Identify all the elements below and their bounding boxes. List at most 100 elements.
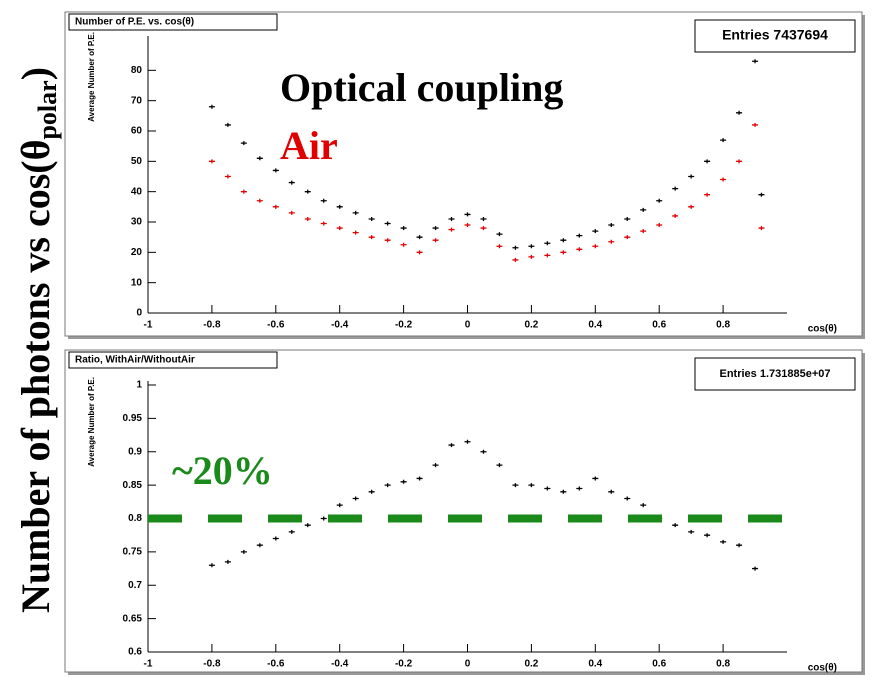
data-point (464, 439, 471, 444)
data-point (352, 210, 359, 215)
data-point (352, 496, 359, 501)
data-point (304, 189, 311, 194)
data-point (640, 503, 647, 508)
data-point (480, 449, 487, 454)
data-point (448, 216, 455, 221)
y-tick-label: 0.9 (128, 446, 142, 457)
y-tick-label: 0.8 (128, 513, 142, 524)
data-point (256, 156, 263, 161)
data-point (576, 233, 583, 238)
data-point (464, 223, 471, 228)
data-point (304, 523, 311, 528)
data-point (400, 479, 407, 484)
data-point (688, 529, 695, 534)
data-point (672, 523, 679, 528)
x-tick-label: 0.2 (524, 659, 538, 670)
x-tick-label: -0.6 (267, 659, 285, 670)
data-point (208, 104, 215, 109)
x-tick-label: 0.4 (588, 659, 602, 670)
data-point (384, 221, 391, 226)
data-point (544, 253, 551, 258)
data-point (288, 210, 295, 215)
data-point (416, 250, 423, 255)
data-point (208, 159, 215, 164)
data-point (208, 563, 215, 568)
x-tick-label: 0.2 (524, 320, 538, 331)
data-point (544, 241, 551, 246)
data-point (624, 496, 631, 501)
data-point (448, 227, 455, 232)
stats-text: Entries 7437694 (722, 27, 828, 43)
title-box (68, 351, 278, 369)
x-tick-label: 0 (465, 659, 471, 670)
x-tick-label: 0.6 (652, 659, 666, 670)
data-point (416, 235, 423, 240)
data-point (560, 238, 567, 243)
x-tick-label: 0.4 (588, 320, 602, 331)
data-point (240, 189, 247, 194)
data-point (288, 529, 295, 534)
data-point (704, 192, 711, 197)
x-axis-label: cos(θ) (808, 663, 837, 674)
x-tick-label: -0.8 (203, 320, 221, 331)
data-point (608, 489, 615, 494)
data-point (672, 213, 679, 218)
data-point (400, 242, 407, 247)
data-point (240, 141, 247, 146)
data-point (272, 204, 279, 209)
data-point (288, 180, 295, 185)
data-point (432, 463, 439, 468)
y-tick-label: 30 (131, 217, 143, 228)
side-label: Number of photons vs cos(θpolar) (13, 67, 62, 613)
y-tick-label: 0.95 (123, 413, 143, 424)
data-point (240, 549, 247, 554)
y-tick-label: 80 (131, 65, 143, 76)
data-point (400, 226, 407, 231)
data-point (720, 539, 727, 544)
x-tick-label: -0.4 (331, 659, 349, 670)
data-point (464, 212, 471, 217)
x-tick-label: 0.8 (716, 659, 730, 670)
stats-box (694, 19, 856, 53)
data-point (256, 543, 263, 548)
y-tick-label: 1 (136, 380, 142, 391)
side-label-end: ) (13, 67, 58, 80)
data-point (704, 533, 711, 538)
panel (64, 11, 863, 337)
x-tick-label: -0.8 (203, 659, 221, 670)
data-point (496, 463, 503, 468)
y-tick-label: 0.85 (123, 480, 143, 491)
annotation: ~20% (172, 448, 273, 493)
stats-text: Entries 1.731885e+07 (719, 368, 830, 380)
data-point (624, 235, 631, 240)
data-point (576, 486, 583, 491)
panel (64, 349, 863, 673)
side-label-text: Number of photons vs cos(θ (13, 140, 58, 614)
data-point (368, 489, 375, 494)
data-point (384, 238, 391, 243)
data-point (758, 192, 765, 197)
data-point (480, 216, 487, 221)
data-point (592, 476, 599, 481)
data-point (560, 489, 567, 494)
data-point (528, 254, 535, 259)
data-point (480, 226, 487, 231)
data-point (368, 235, 375, 240)
y-tick-label: 0.65 (123, 613, 143, 624)
data-point (592, 244, 599, 249)
data-point (656, 223, 663, 228)
x-tick-label: 0.6 (652, 320, 666, 331)
x-tick-label: 0.8 (716, 320, 730, 331)
title-box (68, 13, 278, 31)
data-point (720, 138, 727, 143)
data-point (528, 244, 535, 249)
data-point (720, 177, 727, 182)
y-tick-label: 40 (131, 186, 143, 197)
data-point (320, 198, 327, 203)
y-tick-label: 0 (136, 308, 142, 319)
y-axis-label: Average Number of P.E. (87, 32, 96, 122)
data-point (512, 245, 519, 250)
data-point (672, 186, 679, 191)
data-point (528, 483, 535, 488)
